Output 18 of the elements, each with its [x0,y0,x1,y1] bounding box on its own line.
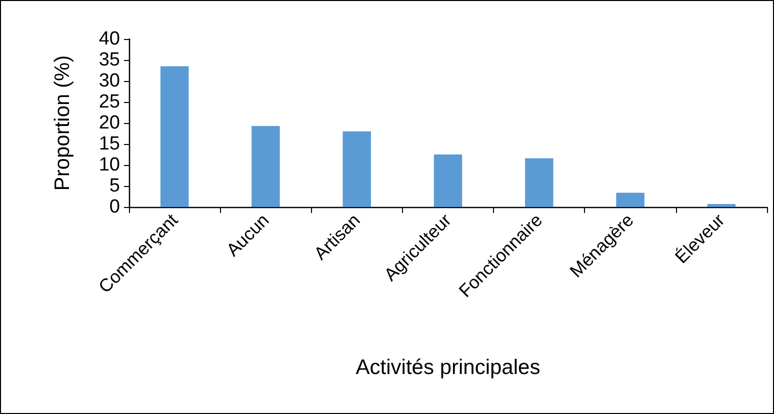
bar [616,192,644,207]
y-tick-label: 0 [109,196,120,218]
y-tick-label: 10 [98,154,120,176]
bar [707,204,736,207]
bar [525,158,554,207]
y-axis-title: Proportion (%) [51,55,74,191]
y-tick-label: 35 [98,50,120,70]
y-tick-label: 30 [98,70,120,92]
y-tick-label: 20 [98,112,120,134]
y-tick-label: 5 [109,176,120,196]
bar [434,154,462,207]
bar [252,126,280,207]
x-axis-title: Activités principales [356,356,540,379]
y-tick-label: 25 [98,92,120,112]
bar [160,66,189,207]
y-tick-label: 15 [98,134,120,154]
y-tick-label: 40 [98,28,120,50]
bar [342,131,371,207]
